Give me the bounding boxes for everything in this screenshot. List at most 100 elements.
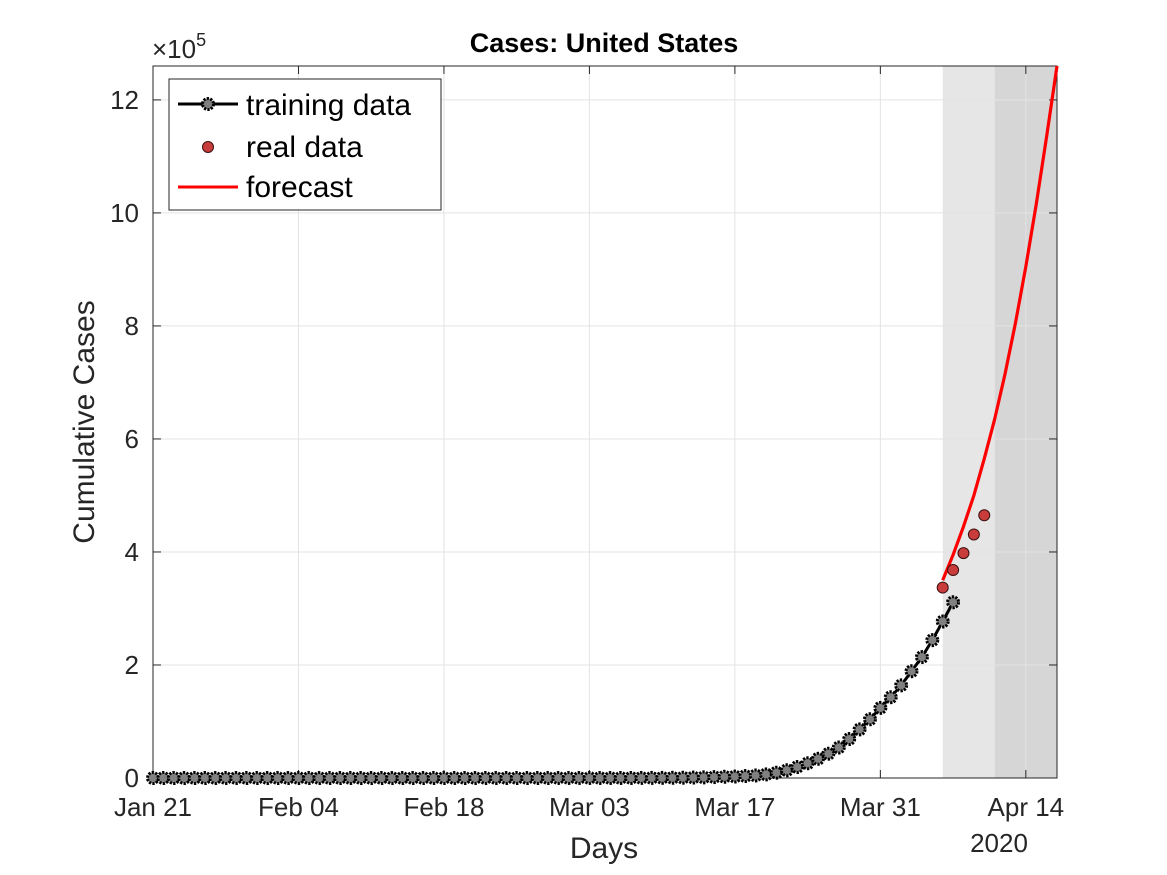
training-data-point-69 [862, 712, 877, 727]
training-data-point-54 [707, 770, 722, 785]
x-tick-label-6: Apr 14 [988, 792, 1065, 822]
training-data-point-42 [582, 770, 597, 785]
training-data-point-0 [146, 770, 160, 785]
training-data-point-64 [811, 751, 826, 766]
training-data-point-5 [197, 770, 212, 785]
series-training-data [146, 595, 961, 785]
y-exponent-base: ×10 [152, 34, 196, 64]
training-data-point-44 [603, 770, 618, 785]
legend-item-real-data: real data [202, 131, 363, 164]
x-tick-label-2: Feb 18 [403, 792, 484, 822]
training-data-point-9 [239, 770, 254, 785]
y-tick-label-3: 6 [125, 424, 139, 454]
x-axis-label: Days [570, 832, 638, 865]
training-data-point-2 [166, 770, 181, 785]
x-tick-label-3: Mar 03 [549, 792, 630, 822]
y-tick-label-2: 4 [125, 537, 139, 567]
training-data-point-27 [426, 770, 441, 785]
training-data-point-62 [790, 759, 805, 774]
training-data-point-73 [904, 664, 919, 679]
training-data-point-11 [260, 770, 275, 785]
series [146, 65, 1059, 785]
training-data-point-14 [291, 770, 306, 785]
real-data-point-1 [947, 564, 960, 577]
training-data-point-32 [478, 770, 493, 785]
training-data-point-47 [634, 770, 649, 785]
training-data-point-40 [561, 770, 576, 785]
training-data-point-67 [842, 732, 857, 747]
training-data-point-39 [551, 770, 566, 785]
x-tick-label-5: Mar 31 [840, 792, 921, 822]
shaded-regions [942, 66, 1057, 778]
y-tick-label-5: 10 [110, 198, 139, 228]
y-tick-label-1: 2 [125, 650, 139, 680]
training-data-point-23 [384, 770, 399, 785]
training-data-point-8 [229, 770, 244, 785]
training-data-point-24 [395, 770, 410, 785]
training-data-point-77 [946, 595, 961, 610]
training-data-point-25 [405, 770, 420, 785]
chart-title: Cases: United States [470, 28, 739, 58]
legend-label-real-data: real data [246, 131, 363, 164]
training-data-point-50 [665, 770, 680, 785]
training-data-point-52 [686, 770, 701, 785]
legend-label-training-data: training data [246, 89, 411, 122]
training-data-point-31 [468, 770, 483, 785]
legend-item-training-data: training data [178, 89, 411, 122]
training-data-point-26 [416, 770, 431, 785]
y-exponent-label: ×105 [152, 30, 206, 64]
y-tick-labels: 0 2 4 6 8 10 12 [110, 85, 139, 793]
y-exponent-power: 5 [196, 30, 206, 50]
forecast-line [941, 65, 1059, 581]
training-data-point-45 [613, 770, 628, 785]
training-data-point-13 [281, 770, 296, 785]
training-data-point-71 [883, 690, 898, 705]
training-data-point-35 [509, 770, 524, 785]
training-data-point-51 [675, 770, 690, 785]
training-data-point-7 [218, 770, 233, 785]
training-data-point-68 [852, 722, 867, 737]
training-data-point-12 [270, 770, 285, 785]
training-data-point-55 [717, 769, 732, 784]
real-data-point-3 [967, 528, 980, 541]
training-data-point-22 [374, 770, 389, 785]
training-data-point-29 [447, 770, 462, 785]
training-data-point-41 [572, 770, 587, 785]
training-data-point-65 [821, 746, 836, 761]
series-real-data [936, 509, 991, 594]
training-data-point-53 [696, 770, 711, 785]
training-data-point-46 [623, 770, 638, 785]
series-forecast [941, 65, 1059, 581]
training-data-point-36 [520, 770, 535, 785]
training-data-point-3 [177, 770, 192, 785]
training-data-point-16 [312, 770, 327, 785]
training-data-point-15 [301, 770, 316, 785]
training-data-point-10 [249, 770, 264, 785]
legend-label-forecast: forecast [246, 171, 353, 204]
y-tick-label-4: 8 [125, 311, 139, 341]
y-tick-label-0: 0 [125, 763, 139, 793]
x-tick-labels: Jan 21 Feb 04 Feb 18 Mar 03 Mar 17 Mar 31 Apr … [114, 792, 1064, 822]
legend-training-marker [201, 97, 215, 111]
training-data-point-43 [592, 770, 607, 785]
x-tick-label-4: Mar 17 [694, 792, 775, 822]
real-data-point-0 [936, 581, 949, 594]
training-data-point-57 [738, 769, 753, 784]
training-data-point-19 [343, 770, 358, 785]
training-data-point-33 [488, 770, 503, 785]
legend-real-marker [202, 141, 214, 153]
legend: training data real data forecast [168, 78, 442, 211]
y-axis-label: Cumulative Cases [68, 300, 101, 543]
training-data-point-75 [925, 633, 940, 648]
y-tick-label-6: 12 [110, 85, 139, 115]
training-data-point-20 [353, 770, 368, 785]
legend-item-forecast: forecast [178, 171, 353, 204]
real-data-point-2 [957, 547, 970, 560]
training-data-point-38 [540, 770, 555, 785]
training-data-point-66 [831, 740, 846, 755]
training-data-point-61 [779, 763, 794, 778]
training-data-point-76 [935, 614, 950, 629]
training-data-point-70 [873, 700, 888, 715]
x-tick-label-1: Feb 04 [258, 792, 339, 822]
